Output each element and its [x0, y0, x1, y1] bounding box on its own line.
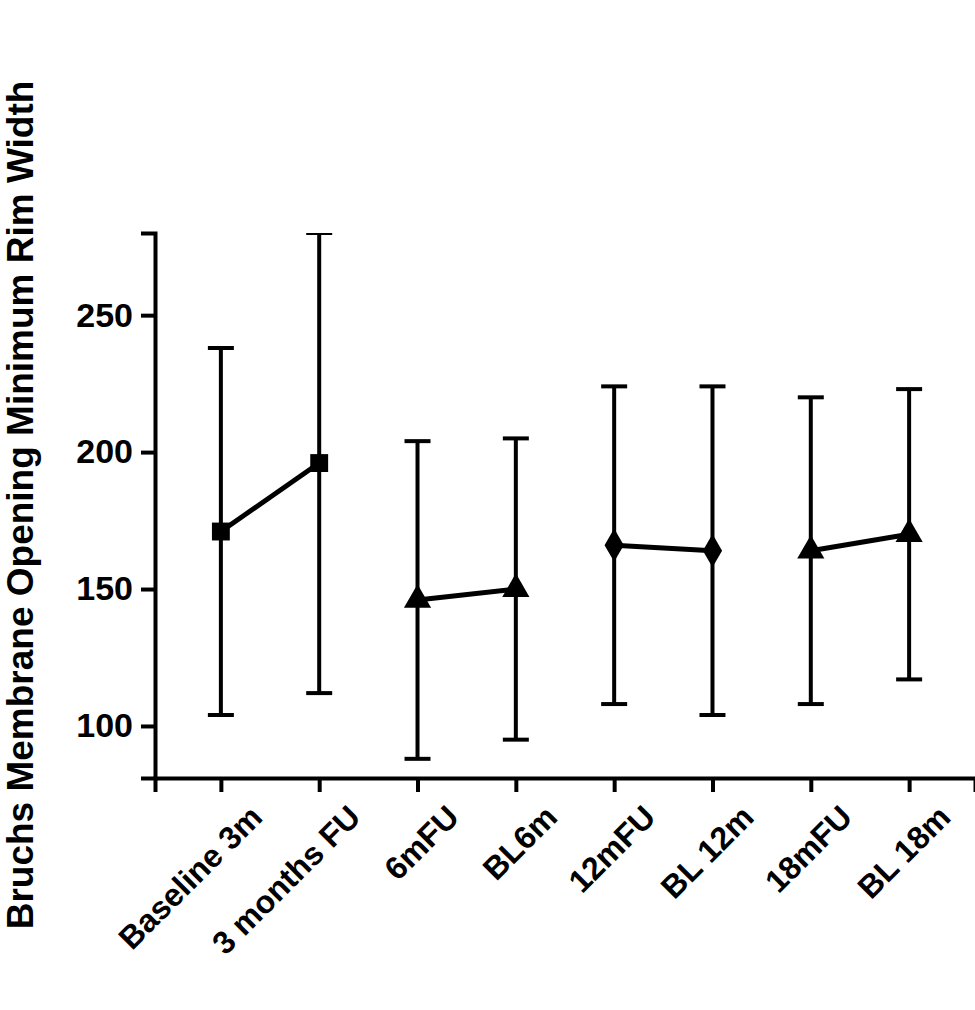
error-bar-cap — [699, 713, 725, 717]
error-bar — [306, 233, 332, 693]
x-tick-mark — [318, 778, 322, 792]
line — [614, 545, 712, 550]
data-inner — [208, 233, 923, 759]
x-tick-mark — [416, 778, 420, 792]
x-axis: Baseline 3m3 months FU6mFUBL6m12mFUBL 12… — [112, 778, 975, 961]
error-bar-cap — [699, 384, 725, 388]
marker — [797, 535, 824, 559]
y-tick-label: 100 — [76, 706, 133, 744]
x-tick-label: 12mFU — [561, 799, 662, 900]
y-tick-label: 150 — [76, 569, 133, 607]
error-bar — [208, 348, 234, 715]
line — [221, 463, 319, 531]
x-tick-label: 3 months FU — [205, 799, 367, 961]
error-bar-cap — [503, 436, 529, 440]
series — [797, 389, 923, 704]
x-tick-mark — [613, 778, 617, 792]
marker — [502, 573, 529, 597]
x-tick-label: BL 12m — [654, 799, 761, 906]
y-tick: 100 — [76, 706, 155, 744]
series — [601, 386, 725, 715]
error-bar-cap — [208, 713, 234, 717]
x-tick: 18mFU — [758, 778, 859, 900]
y-tick: 150 — [76, 569, 155, 607]
x-tick-mark — [809, 778, 813, 792]
y-tick: 250 — [76, 296, 155, 334]
x-tick: 6mFU — [377, 778, 465, 887]
error-bar-cap — [405, 439, 431, 443]
x-tick-mark — [711, 778, 715, 792]
error-bar-cap — [896, 387, 922, 391]
line — [811, 534, 909, 550]
error-bar-cap — [208, 346, 234, 350]
error-bar-cap — [503, 738, 529, 742]
x-axis-line — [156, 779, 975, 793]
error-bar — [601, 386, 627, 704]
error-bar-cap — [798, 395, 824, 399]
error-bar-cap — [896, 677, 922, 681]
marker — [605, 529, 624, 562]
marker — [896, 519, 923, 543]
x-tick: BL6m — [476, 778, 564, 887]
x-tick: 3 months FU — [205, 778, 367, 961]
line — [418, 589, 516, 600]
chart: 100 150 200 250 Baseline 3m3 months FU6mFUBL… — [0, 0, 975, 1010]
error-bar-cap — [306, 233, 332, 235]
x-tick-mark — [908, 778, 912, 792]
data — [208, 233, 923, 759]
x-tick-label: 18mFU — [758, 799, 859, 900]
y-tick-label: 250 — [76, 296, 133, 334]
plot: 100 150 200 250 Baseline 3m3 months FU6mFUBL… — [76, 234, 975, 962]
x-tick-mark — [219, 778, 223, 792]
x-tick: BL 12m — [654, 778, 761, 905]
x-tick: BL 18m — [850, 778, 957, 905]
error-bar-cap — [601, 384, 627, 388]
x-tick-label: 6mFU — [377, 799, 465, 887]
x-tick: 12mFU — [561, 778, 662, 900]
marker — [404, 584, 431, 608]
x-tick-mark — [514, 778, 518, 792]
y-tick-mark — [141, 724, 155, 728]
y-tick-mark — [141, 451, 155, 455]
error-bar-cap — [405, 757, 431, 761]
marker — [212, 523, 230, 541]
marker — [703, 534, 722, 567]
error-bar-cap — [306, 691, 332, 695]
x-tick-label: BL 18m — [850, 799, 957, 906]
series — [404, 438, 530, 758]
y-tick: 200 — [76, 432, 155, 470]
marker — [310, 454, 328, 472]
y-tick-mark — [141, 314, 155, 318]
series — [208, 233, 332, 715]
error-bar-cap — [601, 702, 627, 706]
error-bar — [699, 386, 725, 715]
y-tick-mark — [141, 588, 155, 592]
y-axis-title: Bruchs Membrane Opening Minimum Rim Widt… — [0, 81, 41, 930]
y-axis-line — [141, 234, 156, 779]
y-tick-label: 200 — [76, 432, 133, 470]
y-axis: 100 150 200 250 — [76, 234, 155, 779]
error-bar-cap — [798, 702, 824, 706]
x-tick-label: BL6m — [476, 799, 564, 887]
